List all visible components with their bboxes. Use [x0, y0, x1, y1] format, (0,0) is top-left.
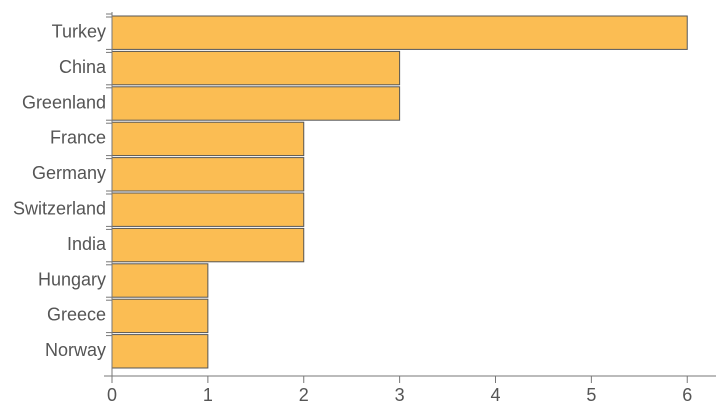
y-tick-label: Greece — [47, 305, 106, 325]
bar — [111, 121, 305, 157]
bar — [111, 334, 209, 369]
bar — [111, 227, 305, 263]
y-tick-label: Turkey — [52, 21, 106, 41]
y-tick-label: Switzerland — [13, 198, 106, 218]
bar — [111, 15, 688, 50]
x-tick-label: 5 — [586, 385, 596, 405]
bar — [111, 157, 305, 192]
x-tick-label: 0 — [107, 385, 117, 405]
bar — [111, 50, 401, 86]
x-tick-label: 6 — [682, 385, 692, 405]
y-tick-label: India — [67, 234, 107, 254]
y-tick-label: Norway — [45, 340, 106, 360]
x-tick-label: 1 — [203, 385, 213, 405]
x-tick-label: 3 — [395, 385, 405, 405]
bar — [111, 192, 305, 227]
bar — [111, 86, 401, 121]
bar — [111, 298, 209, 334]
x-tick-label: 2 — [299, 385, 309, 405]
y-tick-label: China — [59, 57, 107, 77]
y-tick-label: Greenland — [22, 92, 106, 112]
x-tick-label: 4 — [490, 385, 500, 405]
y-tick-label: Germany — [32, 163, 106, 183]
y-tick-label: Hungary — [38, 269, 106, 289]
bar — [111, 263, 209, 298]
y-tick-label: France — [50, 128, 106, 148]
